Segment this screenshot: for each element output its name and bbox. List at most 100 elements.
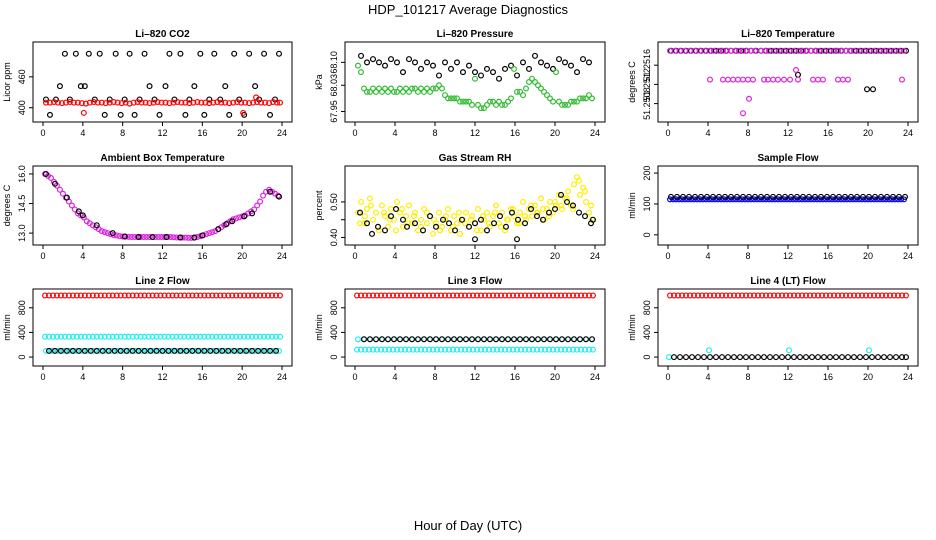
data-point-cyan xyxy=(541,346,548,353)
data-point-red xyxy=(553,292,560,299)
data-point-magenta xyxy=(137,234,144,241)
data-point-magenta xyxy=(761,47,768,54)
data-point-red xyxy=(50,99,57,106)
data-point-yellow xyxy=(585,209,592,216)
data-point-black xyxy=(567,62,574,69)
plot-frame xyxy=(657,165,919,246)
data-point-cyan xyxy=(217,333,224,340)
data-point-cyan xyxy=(506,346,513,353)
data-point-magenta xyxy=(751,47,758,54)
data-point-cyan-low xyxy=(66,347,73,354)
data-point-red xyxy=(577,292,584,299)
data-point-green xyxy=(457,98,464,105)
data-point-red xyxy=(258,99,265,106)
data-point-black xyxy=(446,220,453,227)
data-point-green xyxy=(418,85,425,92)
data-point-cyan xyxy=(490,346,497,353)
data-point-cyan xyxy=(446,346,453,353)
data-point-green xyxy=(576,95,583,102)
data-point-green xyxy=(531,78,538,85)
data-point-cyan xyxy=(257,333,264,340)
data-point-magenta xyxy=(792,66,799,73)
data-point-red xyxy=(181,292,188,299)
data-point-red xyxy=(798,292,805,299)
data-point-black xyxy=(379,336,386,343)
data-point-green xyxy=(397,85,404,92)
data-point-black xyxy=(61,50,68,57)
x-tick-label: 8 xyxy=(745,128,750,138)
data-point-black xyxy=(42,170,49,177)
data-point-red xyxy=(277,99,284,106)
data-point-black xyxy=(778,354,785,361)
data-point-cyan xyxy=(141,333,148,340)
data-point-black xyxy=(561,59,568,66)
data-point-cyan xyxy=(557,346,564,353)
data-point-black xyxy=(871,193,878,200)
x-tick-label: 16 xyxy=(197,128,207,138)
y-tick-label: 0 xyxy=(329,355,339,360)
data-point-black xyxy=(267,347,274,354)
data-point-cyan-low xyxy=(138,347,145,354)
data-point-black xyxy=(249,210,256,217)
data-point-black xyxy=(79,212,86,219)
data-point-red xyxy=(233,292,240,299)
data-point-red xyxy=(886,292,893,299)
x-tick-label: 8 xyxy=(120,251,125,261)
points-group xyxy=(42,50,284,118)
data-point-yellow xyxy=(515,220,522,227)
data-point-red xyxy=(49,292,56,299)
data-point-black xyxy=(397,336,404,343)
data-point-black xyxy=(700,354,707,361)
x-tick-label: 16 xyxy=(197,372,207,382)
data-point-green xyxy=(516,88,523,95)
x-tick-label: 24 xyxy=(590,251,600,261)
data-point-magenta xyxy=(185,234,192,241)
data-point-black xyxy=(579,56,586,63)
data-point-green xyxy=(552,69,559,76)
data-point-red xyxy=(774,292,781,299)
data-point-black xyxy=(502,65,509,72)
data-point-magenta xyxy=(819,76,826,83)
data-point-cyan-low xyxy=(54,347,61,354)
data-point-black xyxy=(519,59,526,66)
data-point-red xyxy=(250,99,257,106)
panel-1: Li–820 CO2 Licor ppm 0 4 8 12 16 20 24 400 460 xyxy=(2,29,293,138)
data-point-black xyxy=(534,336,541,343)
figure-xlabel: Hour of Day (UTC) xyxy=(414,518,522,533)
data-point-cyan xyxy=(458,346,465,353)
data-point-black xyxy=(215,226,222,233)
data-point-cyan xyxy=(466,346,473,353)
data-point-magenta xyxy=(706,47,713,54)
data-point-black xyxy=(543,62,550,69)
data-point-black xyxy=(589,216,596,223)
data-point-red xyxy=(846,292,853,299)
x-tick-label: 4 xyxy=(392,128,397,138)
data-point-cyan xyxy=(117,333,124,340)
data-point-cyan xyxy=(502,346,509,353)
data-point-black xyxy=(96,50,103,57)
data-point-black xyxy=(201,111,208,118)
data-point-black xyxy=(585,59,592,66)
data-point-red xyxy=(154,99,161,106)
data-point-red xyxy=(242,99,249,106)
data-point-red xyxy=(442,292,449,299)
data-point-red xyxy=(241,292,248,299)
data-point-red xyxy=(490,292,497,299)
data-point-green xyxy=(546,95,553,102)
data-point-cyan xyxy=(438,346,445,353)
data-point-black xyxy=(859,193,866,200)
data-point-black xyxy=(478,216,485,223)
data-point-red xyxy=(237,292,244,299)
data-point-red xyxy=(185,292,192,299)
data-point-yellow xyxy=(487,223,494,230)
data-point-red xyxy=(134,99,141,106)
data-point-red-outliers xyxy=(253,94,260,101)
data-point-cyan xyxy=(865,347,872,354)
data-point-cyan xyxy=(93,333,100,340)
data-point-cyan xyxy=(57,333,64,340)
data-point-magenta xyxy=(155,234,162,241)
data-point-cyan xyxy=(45,333,52,340)
data-point-magenta xyxy=(739,76,746,83)
data-point-cyan xyxy=(177,333,184,340)
data-point-magenta xyxy=(830,47,837,54)
